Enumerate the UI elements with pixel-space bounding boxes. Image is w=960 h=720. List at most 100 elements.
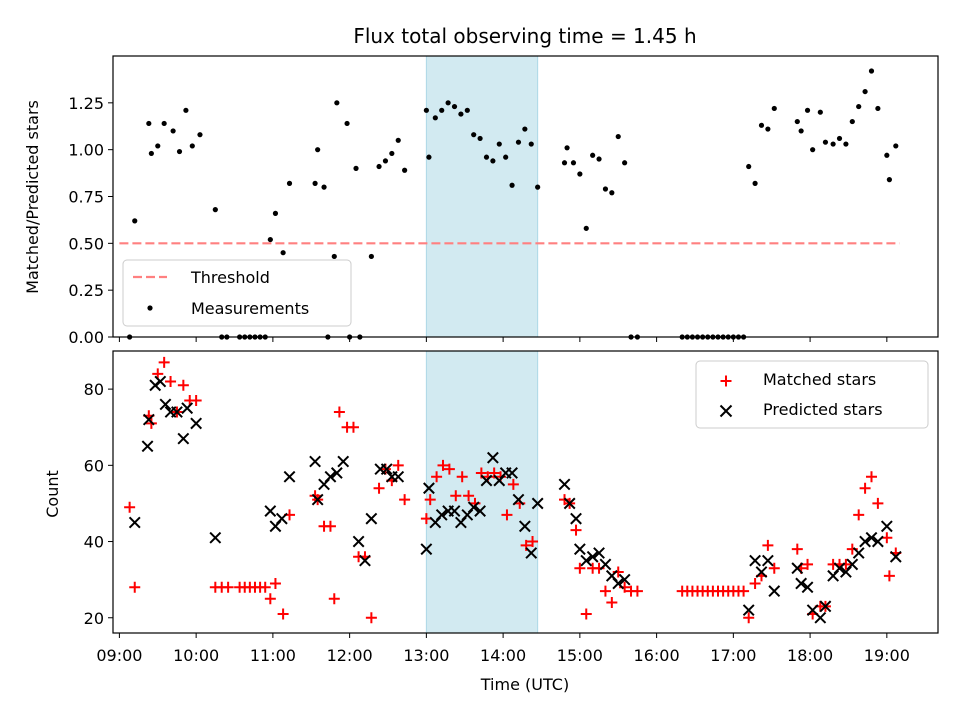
matched-star-point (738, 585, 750, 597)
bottom-y-tick-label: 60 (84, 456, 104, 475)
measurement-point (893, 143, 899, 149)
measurement-point (426, 154, 432, 160)
predicted-star-point (819, 600, 832, 613)
x-tick-label: 13:00 (403, 646, 449, 665)
legend-matched-swatch (720, 375, 732, 387)
measurement-point (622, 160, 628, 166)
predicted-star-point (580, 554, 593, 567)
matched-star-point (883, 570, 895, 582)
predicted-star-point (880, 520, 893, 533)
measurement-point (280, 250, 286, 256)
predicted-star-point (612, 577, 625, 590)
predicted-star-point (852, 547, 865, 559)
matched-star-point (277, 608, 289, 620)
measurement-point (148, 150, 154, 157)
measurement-point (590, 152, 596, 158)
matched-star-point (768, 562, 780, 574)
predicted-star-point (420, 543, 433, 556)
predicted-star-point (380, 463, 393, 476)
predicted-star-point (859, 535, 872, 548)
predicted-star-point (518, 520, 531, 533)
predicted-star-point (586, 550, 599, 563)
measurement-point (464, 107, 470, 113)
measurement-point (423, 107, 429, 113)
measurement-point (528, 141, 534, 147)
predicted-star-point (795, 577, 808, 590)
measurement-point (875, 105, 881, 112)
matched-star-point (450, 490, 462, 502)
matched-star-point (501, 509, 513, 521)
measurement-point (765, 126, 771, 132)
x-tick-label: 19:00 (864, 646, 910, 665)
matched-star-point (264, 593, 276, 605)
matched-star-point (881, 532, 893, 544)
measurement-point (315, 147, 321, 153)
x-tick-label: 11:00 (250, 646, 296, 665)
legend-threshold-label: Threshold (190, 268, 270, 287)
matched-star-point (365, 612, 377, 624)
measurement-point (577, 171, 583, 177)
matched-star-point (631, 585, 643, 597)
matched-star-point (749, 577, 761, 589)
measurement-point (432, 115, 438, 121)
matched-star-point (158, 356, 170, 368)
matched-star-point (865, 471, 877, 483)
predicted-star-point (558, 478, 571, 491)
measurement-point (570, 160, 577, 166)
measurement-point (267, 236, 273, 243)
measurement-point (868, 68, 875, 74)
predicted-star-point (801, 581, 814, 594)
measurement-point (471, 132, 477, 138)
measurement-point (353, 165, 359, 171)
predicted-star-point (480, 474, 493, 487)
measurement-point (535, 184, 541, 190)
measurement-point (886, 177, 892, 183)
predicted-star-point (889, 550, 902, 563)
matched-star-point (373, 482, 385, 494)
measurement-point (794, 118, 800, 125)
matched-star-point (507, 478, 519, 490)
measurement-point (490, 158, 496, 164)
legend-box (695, 360, 929, 429)
predicted-star-point (742, 604, 755, 617)
predicted-star-point (209, 531, 222, 544)
predicted-star-point (154, 375, 167, 388)
measurement-point (286, 180, 293, 186)
x-tick-label: 09:00 (96, 646, 142, 665)
predicted-star-point (846, 558, 859, 571)
legend-matched-label: Matched stars (763, 370, 876, 389)
legend-predicted-swatch (719, 404, 733, 418)
measurement-point (804, 107, 811, 113)
measurement-point (183, 107, 189, 113)
x-tick-label: 10:00 (173, 646, 219, 665)
measurement-point (155, 143, 161, 149)
legend-predicted-label: Predicted stars (763, 400, 883, 419)
measurement-point (458, 111, 464, 117)
measurement-point (856, 103, 862, 110)
measurement-point (503, 154, 509, 160)
predicted-star-point (467, 501, 480, 514)
matched-star-point (463, 490, 475, 502)
matched-star-point (165, 375, 177, 387)
predicted-star-point (309, 455, 322, 468)
matched-star-point (177, 379, 189, 391)
predicted-star-point (141, 440, 154, 453)
matched-star-point (606, 597, 618, 609)
measurement-point (170, 128, 176, 134)
matched-star-point (222, 581, 234, 593)
measurement-point (451, 103, 458, 110)
predicted-star-point (749, 554, 762, 567)
matched-star-point (762, 539, 774, 551)
bottom-y-axis-label: Count (43, 470, 62, 518)
matched-star-point (872, 497, 884, 509)
predicted-star-point (761, 554, 774, 567)
matched-star-point (328, 593, 340, 605)
measurement-point (382, 158, 389, 164)
predicted-star-point (833, 562, 846, 575)
x-tick-label: 14:00 (480, 646, 526, 665)
matched-star-point (129, 581, 141, 593)
matched-star-point (743, 612, 755, 624)
predicted-star-point (423, 482, 435, 495)
